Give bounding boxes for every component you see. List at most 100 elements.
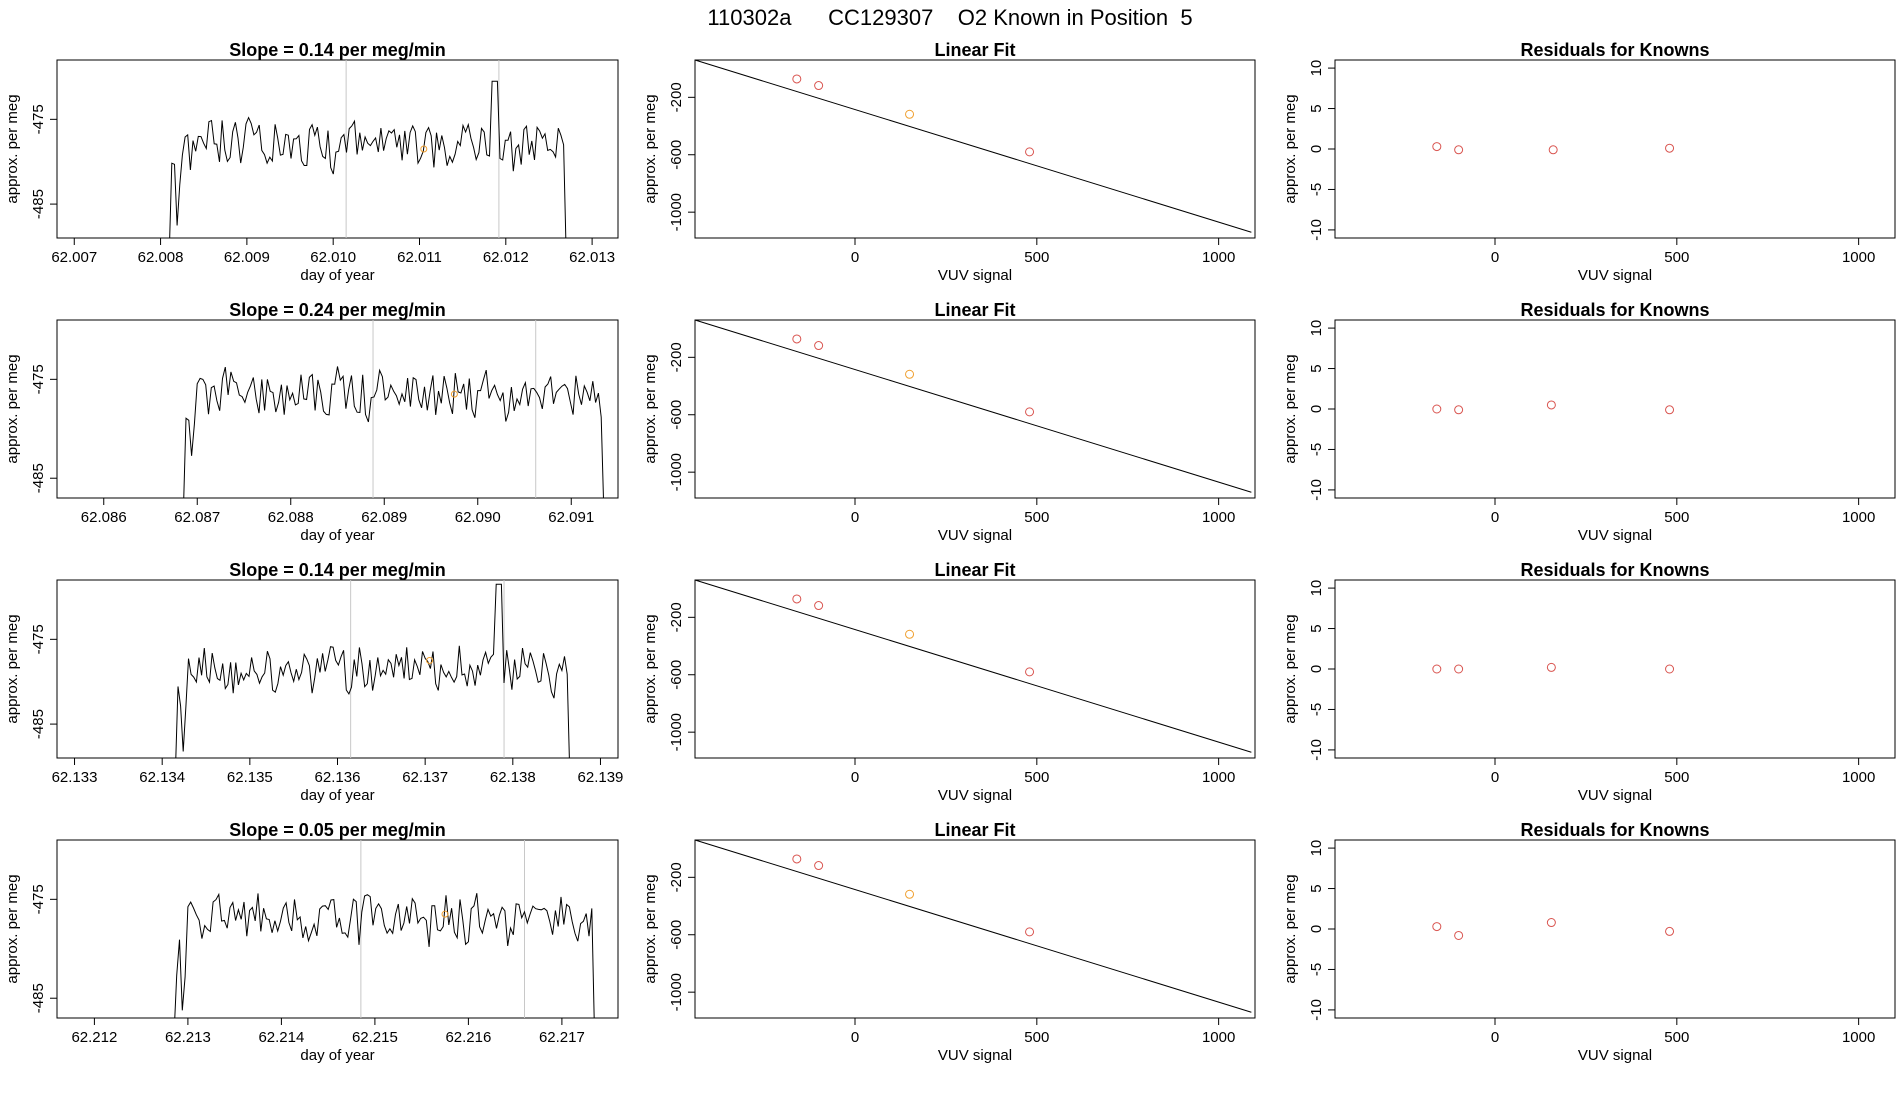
y-tick-label: 0: [1308, 925, 1325, 933]
y-tick-label: 5: [1308, 104, 1325, 112]
x-tick-label: 62.087: [174, 509, 220, 526]
residuals-title: Residuals for Knowns: [1520, 300, 1709, 320]
x-tick-label: 0: [851, 1029, 859, 1046]
x-tick-label: 62.217: [539, 1029, 585, 1046]
x-tick-label: 62.011: [397, 249, 442, 266]
y-axis-label: approx. per meg: [642, 874, 659, 983]
y-tick-label: 10: [1308, 320, 1325, 337]
x-tick-label: 62.134: [139, 769, 185, 786]
y-tick-label: 10: [1308, 60, 1325, 77]
linear-fit-title: Linear Fit: [934, 820, 1015, 840]
y-axis-label: approx. per meg: [1282, 354, 1299, 463]
x-tick-label: 500: [1664, 769, 1689, 786]
y-axis-label: approx. per meg: [4, 94, 21, 203]
residual-point: [1432, 664, 1442, 674]
linear-fit-title: Linear Fit: [934, 560, 1015, 580]
y-tick-label: -5: [1308, 703, 1325, 716]
linear-fit-panel-4: Linear Fit 0 500 1000 VUV signal -200 -600 -100…: [642, 820, 1256, 1064]
timeseries-plot-frame: [56, 319, 619, 499]
y-tick-label: 10: [1308, 580, 1325, 597]
x-axis-label: VUV signal: [1578, 1047, 1652, 1064]
residuals-plot-frame: [1334, 839, 1896, 1019]
residuals-panel-3: Residuals for Knowns 0 500 1000 VUV signal 10…: [1282, 560, 1896, 804]
fit-point: [905, 629, 915, 639]
y-axis-label: approx. per meg: [4, 614, 21, 723]
timeseries-plot-frame: [56, 579, 619, 759]
y-tick-label: -5: [1308, 183, 1325, 196]
linear-fit-plot-frame: [694, 839, 1256, 1019]
fit-point: [814, 341, 824, 351]
x-tick-label: 62.013: [569, 249, 615, 266]
x-tick-label: 1000: [1202, 1029, 1235, 1046]
x-tick-label: 62.007: [51, 249, 97, 266]
fit-point: [905, 889, 915, 899]
figure-title: 110302a CC129307 O2 Known in Position 5: [707, 5, 1192, 30]
x-tick-label: 500: [1024, 769, 1049, 786]
fit-point: [905, 109, 915, 119]
y-axis-label: approx. per meg: [4, 354, 21, 463]
residual-point: [1454, 405, 1464, 415]
timeseries-title: Slope = 0.14 per meg/min: [229, 560, 446, 580]
x-tick-label: 62.012: [483, 249, 529, 266]
y-tick-label: 5: [1308, 884, 1325, 892]
fit-point: [1025, 147, 1035, 157]
x-tick-label: 1000: [1842, 769, 1875, 786]
x-tick-label: 500: [1024, 1029, 1049, 1046]
residuals-panel-4: Residuals for Knowns 0 500 1000 VUV signal 10…: [1282, 820, 1896, 1064]
linear-fit-plot-frame: [694, 579, 1256, 759]
y-tick-label: -485: [30, 709, 47, 739]
fit-point: [792, 334, 802, 344]
x-tick-label: 62.214: [258, 1029, 304, 1046]
timeseries-plot-frame: [56, 59, 619, 239]
x-tick-label: 1000: [1842, 509, 1875, 526]
x-tick-label: 62.213: [165, 1029, 211, 1046]
y-tick-label: -10: [1308, 219, 1325, 241]
y-tick-label: 0: [1308, 405, 1325, 413]
y-axis-label: approx. per meg: [1282, 614, 1299, 723]
x-tick-label: 62.139: [578, 769, 624, 786]
residual-point: [1454, 664, 1464, 674]
x-tick-label: 62.215: [352, 1029, 398, 1046]
x-tick-label: 500: [1664, 249, 1689, 266]
y-axis-label: approx. per meg: [642, 614, 659, 723]
fit-point: [1025, 927, 1035, 937]
y-tick-label: -10: [1308, 739, 1325, 761]
timeseries-plot-frame: [56, 839, 619, 1019]
regression-line: [694, 59, 1252, 233]
y-tick-label: -475: [30, 104, 47, 134]
x-tick-label: 62.137: [402, 769, 448, 786]
x-tick-label: 1000: [1202, 769, 1235, 786]
x-tick-label: 62.138: [490, 769, 536, 786]
timeseries-title: Slope = 0.14 per meg/min: [229, 40, 446, 60]
residual-point: [1665, 926, 1675, 936]
y-tick-label: -10: [1308, 999, 1325, 1021]
y-tick-label: -485: [30, 463, 47, 493]
x-tick-label: 0: [1491, 249, 1499, 266]
x-tick-label: 62.089: [361, 509, 407, 526]
x-axis-label: day of year: [300, 527, 374, 544]
residuals-title: Residuals for Knowns: [1520, 40, 1709, 60]
linear-fit-panel-3: Linear Fit 0 500 1000 VUV signal -200 -600 -100…: [642, 560, 1256, 804]
x-axis-label: VUV signal: [938, 787, 1012, 804]
y-tick-label: -485: [30, 983, 47, 1013]
residual-point: [1454, 145, 1464, 155]
x-tick-label: 500: [1664, 1029, 1689, 1046]
x-tick-label: 62.086: [81, 509, 127, 526]
trace-line: [183, 366, 604, 498]
residuals-plot-frame: [1334, 579, 1896, 759]
x-tick-label: 62.133: [52, 769, 98, 786]
residuals-plot-frame: [1334, 319, 1896, 499]
y-tick-label: -200: [668, 862, 685, 892]
x-tick-label: 62.090: [455, 509, 501, 526]
residual-point: [1548, 145, 1558, 155]
sample-marker-point: [441, 910, 449, 918]
x-axis-label: VUV signal: [938, 267, 1012, 284]
y-tick-label: 10: [1308, 840, 1325, 857]
x-tick-label: 62.136: [315, 769, 361, 786]
linear-fit-plot-frame: [694, 319, 1256, 499]
y-tick-label: -600: [668, 920, 685, 950]
residual-point: [1546, 662, 1556, 672]
timeseries-panel-1: Slope = 0.14 per meg/min 62.007 62.008 62.0…: [4, 40, 619, 284]
linear-fit-panel-2: Linear Fit 0 500 1000 VUV signal -200 -600 -100…: [642, 300, 1256, 544]
